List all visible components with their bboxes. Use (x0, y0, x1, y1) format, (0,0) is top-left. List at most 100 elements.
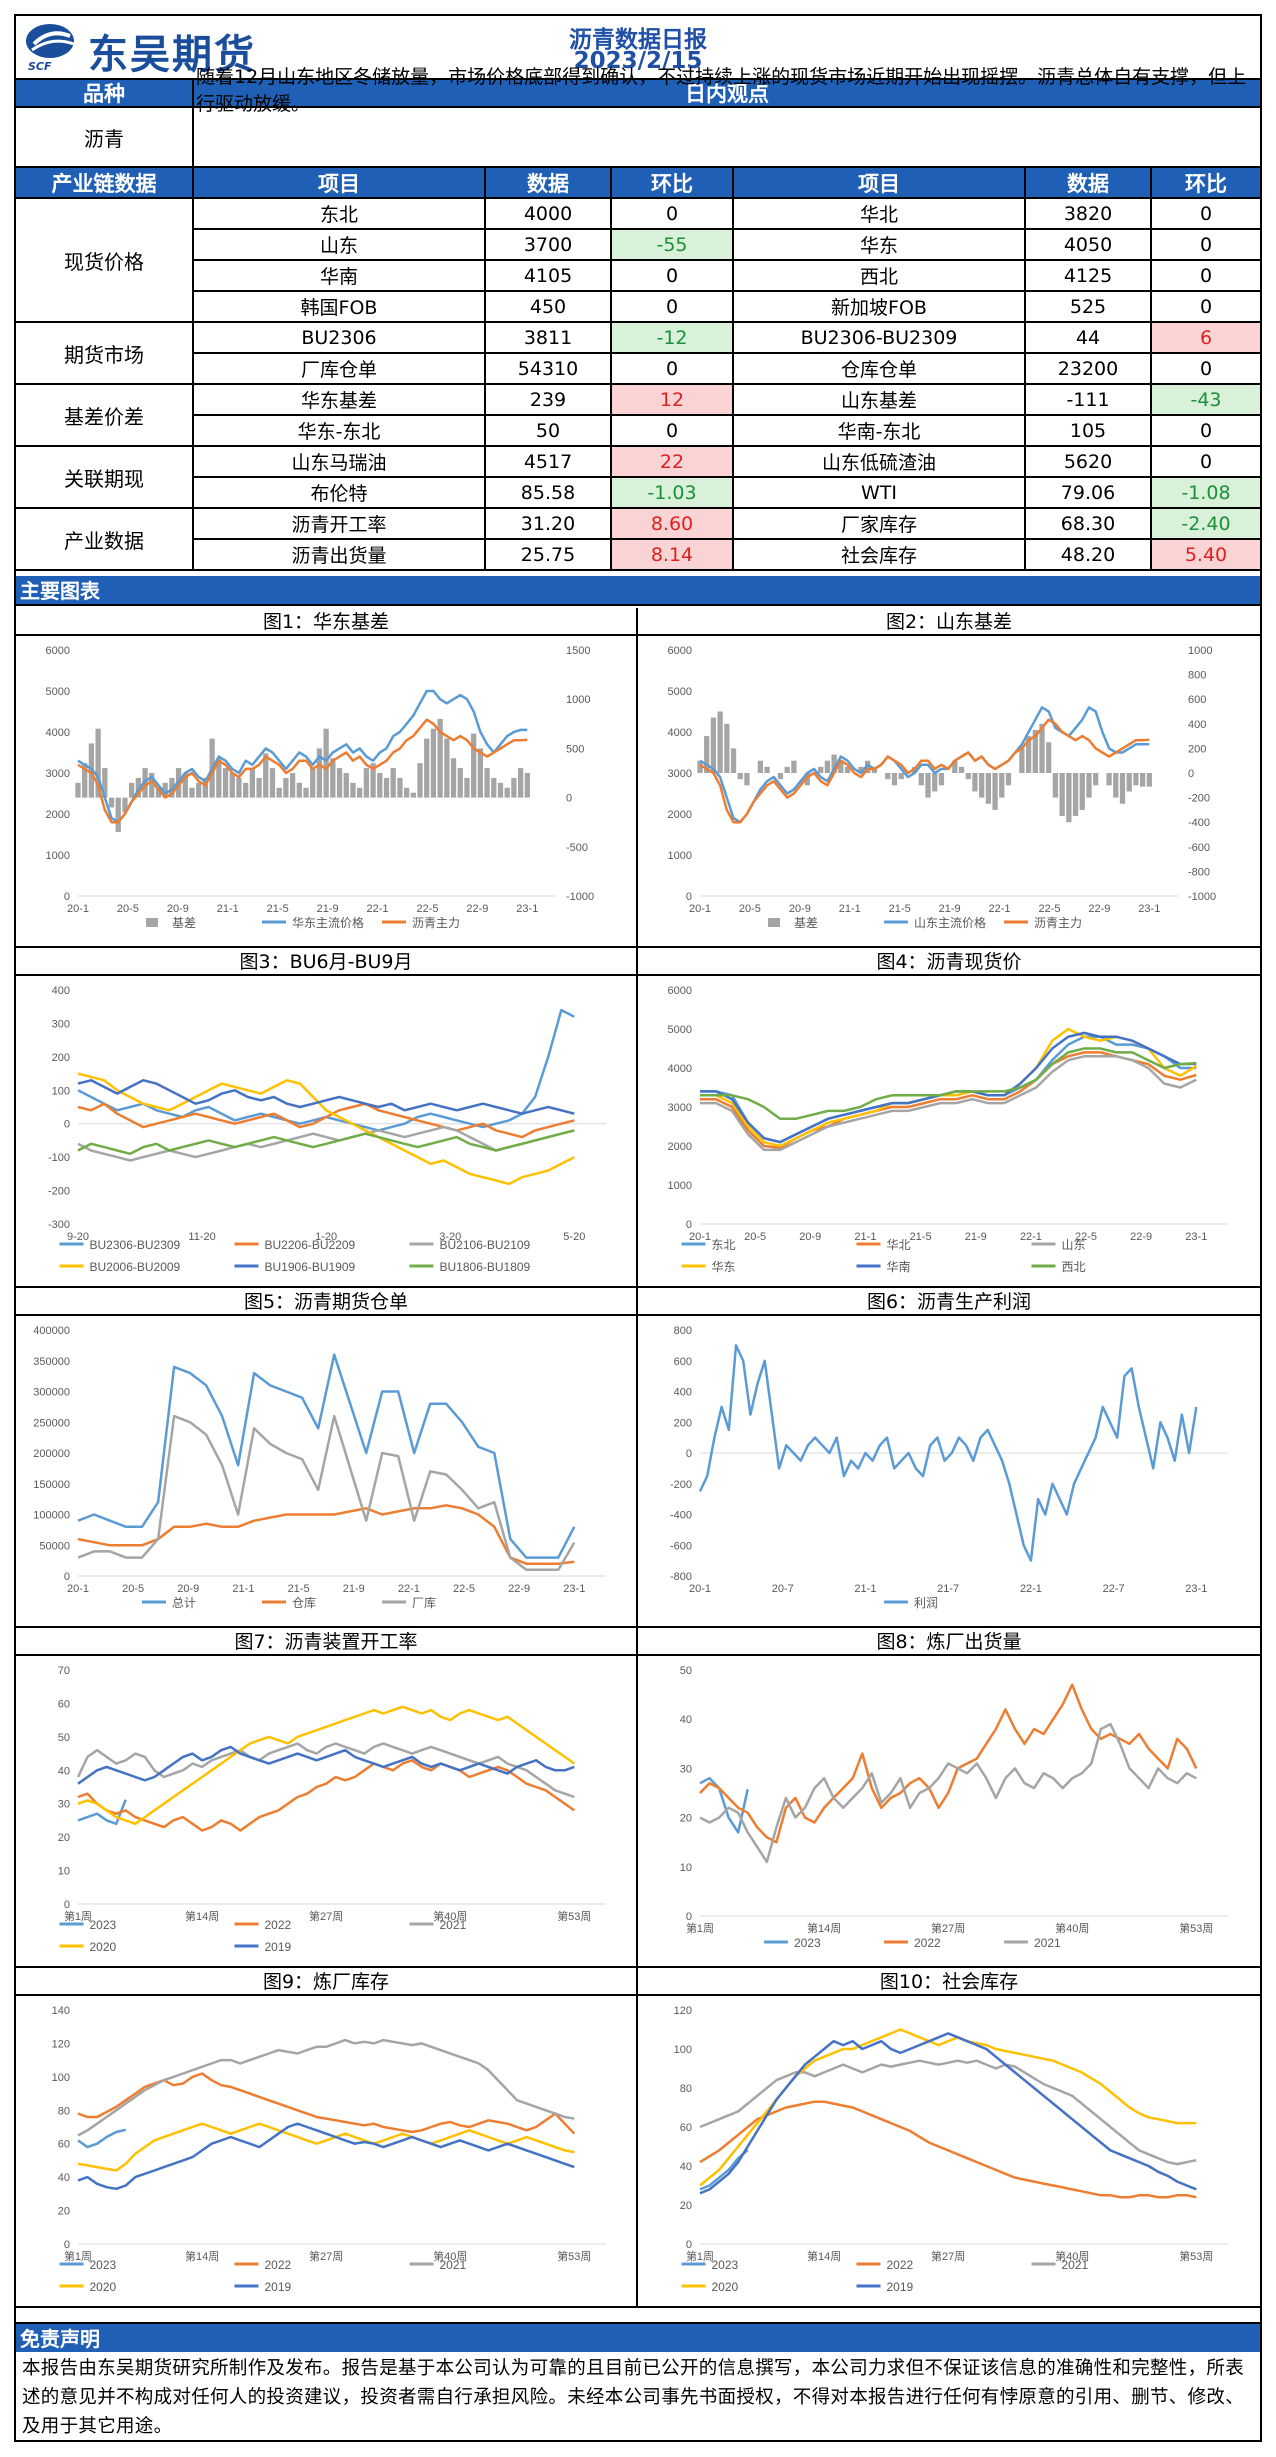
x-tick-label: 22-9 (1130, 1231, 1152, 1243)
item-name: 仓库仓单 (734, 354, 1026, 385)
item-change: 0 (612, 199, 734, 230)
item-value: 23200 (1026, 354, 1152, 385)
item-change: -43 (1152, 385, 1260, 416)
y-tick-label: 40 (680, 2161, 692, 2173)
legend-label: 2023 (794, 1936, 821, 1950)
chart-panel-8: 图8：炼厂出货量 0 10 20 30 40 50 第1周 第14周 第27周 第40周 第53周 20… (638, 1628, 1260, 1968)
basis-bar (1113, 773, 1119, 798)
basis-bar (744, 773, 750, 786)
basis-bar (999, 773, 1005, 798)
basis-bar (330, 758, 336, 798)
basis-bar (1032, 729, 1038, 773)
basis-bar (155, 787, 162, 798)
legend-label: 2021 (440, 1918, 467, 1932)
x-tick-label: 22-5 (416, 903, 438, 915)
y-tick-label: 0 (686, 891, 692, 903)
chart-title: 图6：沥青生产利润 (638, 1288, 1260, 1316)
x-tick-label: 21-1 (232, 1583, 254, 1595)
y-tick-label: 100 (52, 1085, 70, 1097)
y-tick-label: 120 (52, 2038, 70, 2050)
item-change: 0 (1152, 199, 1260, 230)
y-tick-label: 3000 (668, 1102, 692, 1114)
basis-bar (95, 728, 101, 798)
basis-bar (511, 777, 517, 798)
item-change: 0 (612, 354, 734, 385)
item-name: 韩国FOB (194, 292, 486, 323)
x-tick-label: 21-1 (854, 1583, 876, 1595)
basis-bar (296, 782, 302, 798)
col-view-header: 日内观点 (194, 80, 1260, 108)
legend-label: 2022 (265, 2258, 292, 2272)
x-tick-label: 第53周 (557, 1909, 591, 1923)
series-line (77, 1353, 576, 1559)
x-tick-label: 20-5 (117, 903, 139, 915)
y-tick-label: 10 (680, 1862, 692, 1874)
basis-bar (403, 787, 410, 798)
y-tick-label: 30 (680, 1763, 692, 1775)
x-tick-label: 23-1 (1185, 1583, 1207, 1595)
y-tick-label: 4000 (668, 1063, 692, 1075)
item-value: 525 (1026, 292, 1152, 323)
item-value: 4125 (1026, 261, 1152, 292)
basis-bar (784, 766, 790, 773)
x-tick-label: 第53周 (1179, 2249, 1213, 2263)
x-tick-label: 20-1 (67, 1583, 89, 1595)
item-value: 25.75 (486, 540, 612, 571)
basis-bar (263, 753, 269, 798)
item-change: 0 (1152, 447, 1260, 478)
chart-panel-6: 图6：沥青生产利润 -800 -600 -400 -200 0 200 400 600 800 20… (638, 1288, 1260, 1628)
item-name: 厂家库存 (734, 509, 1026, 540)
basis-bar (202, 777, 209, 798)
legend-label: 华东 (712, 1260, 736, 1274)
x-tick-label: 23-1 (563, 1583, 585, 1595)
y-tick-label: 80 (58, 2105, 70, 2117)
series-line (699, 706, 1150, 824)
y-tick-label: 20 (58, 2206, 70, 2218)
basis-bar (777, 773, 784, 780)
series-line (77, 2122, 575, 2172)
y2-tick-label: 800 (1188, 670, 1206, 682)
brand-name: 东吴期货 (88, 32, 256, 78)
x-tick-label: 20-9 (799, 1231, 821, 1243)
daily-view-text: 随着12月山东地区冬储放量，市场价格底部得到确认，不过持续上涨的现货市场近期开始… (196, 66, 1247, 115)
basis-bar (838, 760, 844, 773)
y-tick-label: 3000 (46, 768, 70, 780)
series-line (77, 2122, 575, 2191)
x-tick-label: 22-1 (367, 903, 389, 915)
x-tick-label: 20-1 (689, 903, 711, 915)
y-tick-label: 350000 (33, 1356, 70, 1368)
y-tick-label: 400000 (33, 1325, 70, 1337)
basis-bar (985, 773, 992, 804)
chart-svg-1: 0 1000 2000 3000 4000 5000 6000 -1000 -500 0 500 10… (46, 645, 595, 930)
basis-bar (471, 733, 477, 798)
series-line (77, 2128, 126, 2149)
y-tick-label: 4000 (668, 727, 692, 739)
item-value: 4105 (486, 261, 612, 292)
item-name: 华东基差 (194, 385, 486, 416)
legend-label: 2020 (712, 2280, 739, 2294)
product-name: 沥青 (16, 108, 194, 168)
legend-label: 2023 (90, 2258, 117, 2272)
series-line (700, 1031, 1197, 1144)
basis-bar (992, 773, 998, 810)
basis-bar (189, 787, 195, 798)
y-tick-label: 1000 (46, 850, 70, 862)
basis-bar (1106, 773, 1112, 786)
table-header-3: 环比 (612, 168, 734, 199)
y2-tick-label: 500 (566, 743, 584, 755)
x-tick-label: 第14周 (807, 1921, 841, 1935)
basis-bar (1133, 773, 1139, 786)
basis-bar (865, 760, 871, 773)
basis-bar (229, 773, 235, 798)
y2-tick-label: 0 (566, 793, 572, 805)
y-tick-label: 0 (686, 1911, 692, 1923)
basis-bar (824, 760, 831, 773)
x-tick-label: 21-5 (889, 903, 911, 915)
basis-bar (336, 768, 343, 798)
y-tick-label: 4000 (46, 727, 70, 739)
legend-label: 2021 (1034, 1936, 1061, 1950)
x-tick-label: 22-5 (1038, 903, 1060, 915)
x-tick-label: 21-5 (267, 903, 289, 915)
basis-bar (102, 768, 108, 798)
